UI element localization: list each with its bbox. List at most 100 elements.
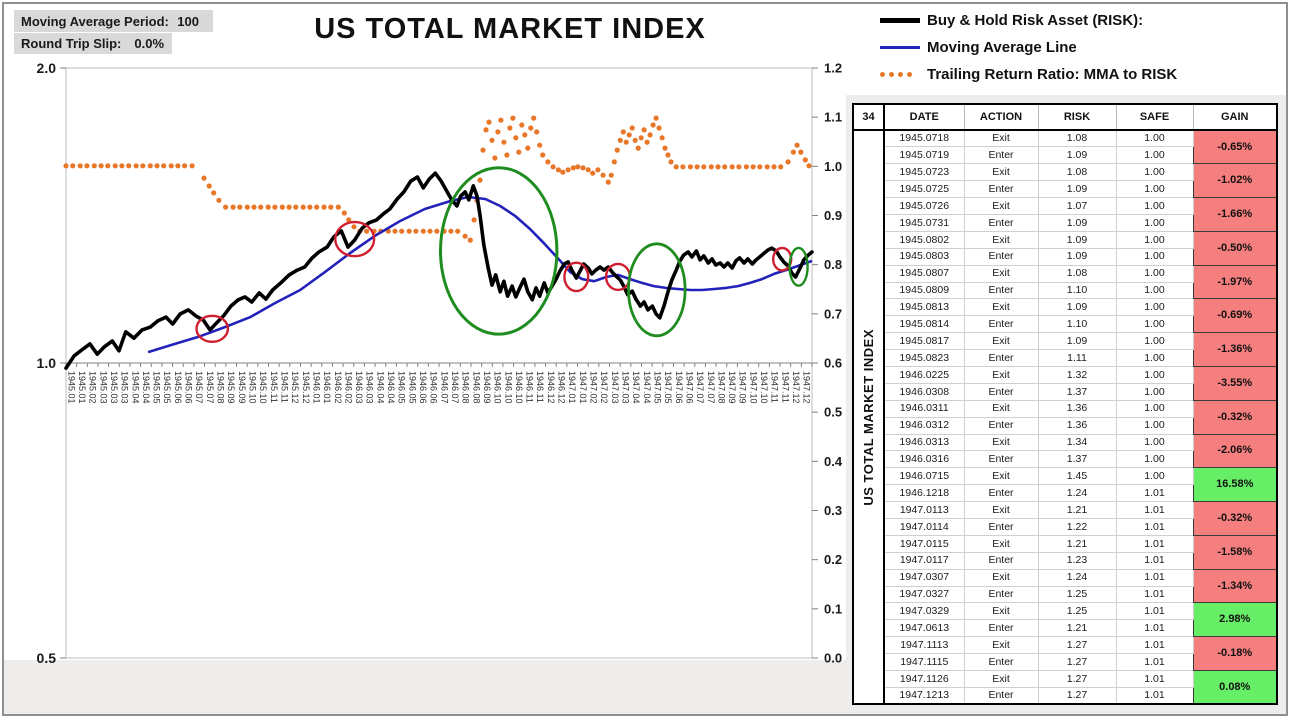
date-cell[interactable]: 1945.0809 [883, 281, 965, 300]
safe-cell[interactable]: 1.00 [1115, 247, 1194, 266]
safe-cell[interactable]: 1.00 [1115, 450, 1194, 469]
header-date[interactable]: DATE [883, 103, 965, 131]
risk-cell[interactable]: 1.25 [1037, 585, 1117, 604]
risk-cell[interactable]: 1.08 [1037, 163, 1117, 182]
action-cell[interactable]: Exit [963, 433, 1039, 452]
date-cell[interactable]: 1947.0327 [883, 585, 965, 604]
action-cell[interactable]: Enter [963, 315, 1039, 334]
date-cell[interactable]: 1945.0817 [883, 332, 965, 351]
risk-cell[interactable]: 1.24 [1037, 568, 1117, 587]
action-cell[interactable]: Enter [963, 686, 1039, 705]
safe-cell[interactable]: 1.01 [1115, 636, 1194, 655]
gain-cell[interactable]: -1.02% [1192, 163, 1278, 199]
date-cell[interactable]: 1945.0802 [883, 230, 965, 249]
safe-cell[interactable]: 1.00 [1115, 129, 1194, 148]
gain-cell[interactable]: -0.50% [1192, 230, 1278, 266]
risk-cell[interactable]: 1.09 [1037, 146, 1117, 165]
gain-cell[interactable]: -0.65% [1192, 129, 1278, 165]
date-cell[interactable]: 1946.0313 [883, 433, 965, 452]
action-cell[interactable]: Exit [963, 467, 1039, 486]
safe-cell[interactable]: 1.01 [1115, 517, 1194, 536]
action-cell[interactable]: Enter [963, 349, 1039, 367]
date-cell[interactable]: 1945.0723 [883, 163, 965, 182]
safe-cell[interactable]: 1.00 [1115, 332, 1194, 351]
gain-cell[interactable]: -3.55% [1192, 365, 1278, 401]
risk-cell[interactable]: 1.22 [1037, 517, 1117, 536]
date-cell[interactable]: 1946.0316 [883, 450, 965, 469]
gain-cell[interactable]: -1.66% [1192, 197, 1278, 232]
safe-cell[interactable]: 1.01 [1115, 585, 1194, 604]
gain-cell[interactable]: 2.98% [1192, 602, 1278, 638]
action-cell[interactable]: Enter [963, 416, 1039, 435]
header-action[interactable]: ACTION [963, 103, 1039, 131]
safe-cell[interactable]: 1.01 [1115, 686, 1194, 705]
safe-cell[interactable]: 1.00 [1115, 298, 1194, 317]
risk-cell[interactable]: 1.08 [1037, 264, 1117, 283]
gain-cell[interactable]: -1.36% [1192, 332, 1278, 367]
risk-cell[interactable]: 1.09 [1037, 247, 1117, 266]
date-cell[interactable]: 1947.1115 [883, 653, 965, 671]
safe-cell[interactable]: 1.00 [1115, 365, 1194, 384]
safe-cell[interactable]: 1.00 [1115, 180, 1194, 199]
safe-cell[interactable]: 1.00 [1115, 264, 1194, 283]
action-cell[interactable]: Enter [963, 653, 1039, 671]
risk-cell[interactable]: 1.07 [1037, 197, 1117, 215]
header-gain[interactable]: GAIN [1192, 103, 1278, 131]
safe-cell[interactable]: 1.00 [1115, 433, 1194, 452]
risk-cell[interactable]: 1.23 [1037, 551, 1117, 570]
action-cell[interactable]: Enter [963, 517, 1039, 536]
risk-cell[interactable]: 1.36 [1037, 416, 1117, 435]
safe-cell[interactable]: 1.01 [1115, 653, 1194, 671]
safe-cell[interactable]: 1.00 [1115, 213, 1194, 232]
action-cell[interactable]: Exit [963, 264, 1039, 283]
action-cell[interactable]: Enter [963, 484, 1039, 503]
risk-cell[interactable]: 1.24 [1037, 484, 1117, 503]
risk-cell[interactable]: 1.45 [1037, 467, 1117, 486]
date-cell[interactable]: 1945.0726 [883, 197, 965, 215]
header-risk[interactable]: RISK [1037, 103, 1117, 131]
safe-cell[interactable]: 1.00 [1115, 382, 1194, 401]
risk-cell[interactable]: 1.34 [1037, 433, 1117, 452]
round-trip-slip-value[interactable]: 0.0% [134, 36, 165, 51]
risk-cell[interactable]: 1.10 [1037, 281, 1117, 300]
safe-cell[interactable]: 1.01 [1115, 619, 1194, 638]
gain-cell[interactable]: -1.58% [1192, 534, 1278, 570]
action-cell[interactable]: Exit [963, 568, 1039, 587]
gain-cell[interactable]: -0.69% [1192, 298, 1278, 334]
action-cell[interactable]: Enter [963, 213, 1039, 232]
risk-cell[interactable]: 1.27 [1037, 653, 1117, 671]
risk-cell[interactable]: 1.27 [1037, 670, 1117, 688]
risk-cell[interactable]: 1.21 [1037, 501, 1117, 519]
date-cell[interactable]: 1947.1213 [883, 686, 965, 705]
date-cell[interactable]: 1946.1218 [883, 484, 965, 503]
action-cell[interactable]: Exit [963, 298, 1039, 317]
date-cell[interactable]: 1947.0307 [883, 568, 965, 587]
safe-cell[interactable]: 1.01 [1115, 484, 1194, 503]
safe-cell[interactable]: 1.00 [1115, 467, 1194, 486]
safe-cell[interactable]: 1.00 [1115, 315, 1194, 334]
date-cell[interactable]: 1946.0308 [883, 382, 965, 401]
action-cell[interactable]: Enter [963, 281, 1039, 300]
safe-cell[interactable]: 1.00 [1115, 146, 1194, 165]
gain-cell[interactable]: -1.97% [1192, 264, 1278, 300]
risk-cell[interactable]: 1.25 [1037, 602, 1117, 621]
risk-cell[interactable]: 1.32 [1037, 365, 1117, 384]
gain-cell[interactable]: -0.32% [1192, 399, 1278, 435]
action-cell[interactable]: Enter [963, 180, 1039, 199]
safe-cell[interactable]: 1.00 [1115, 197, 1194, 215]
action-cell[interactable]: Exit [963, 602, 1039, 621]
safe-cell[interactable]: 1.00 [1115, 399, 1194, 418]
safe-cell[interactable]: 1.00 [1115, 281, 1194, 300]
action-cell[interactable]: Exit [963, 534, 1039, 553]
risk-cell[interactable]: 1.09 [1037, 298, 1117, 317]
action-cell[interactable]: Exit [963, 399, 1039, 418]
date-cell[interactable]: 1946.0312 [883, 416, 965, 435]
date-cell[interactable]: 1947.0117 [883, 551, 965, 570]
action-cell[interactable]: Enter [963, 146, 1039, 165]
risk-cell[interactable]: 1.27 [1037, 686, 1117, 705]
risk-cell[interactable]: 1.21 [1037, 534, 1117, 553]
header-corner-count[interactable]: 34 [852, 103, 885, 131]
risk-cell[interactable]: 1.37 [1037, 382, 1117, 401]
risk-cell[interactable]: 1.27 [1037, 636, 1117, 655]
safe-cell[interactable]: 1.01 [1115, 670, 1194, 688]
